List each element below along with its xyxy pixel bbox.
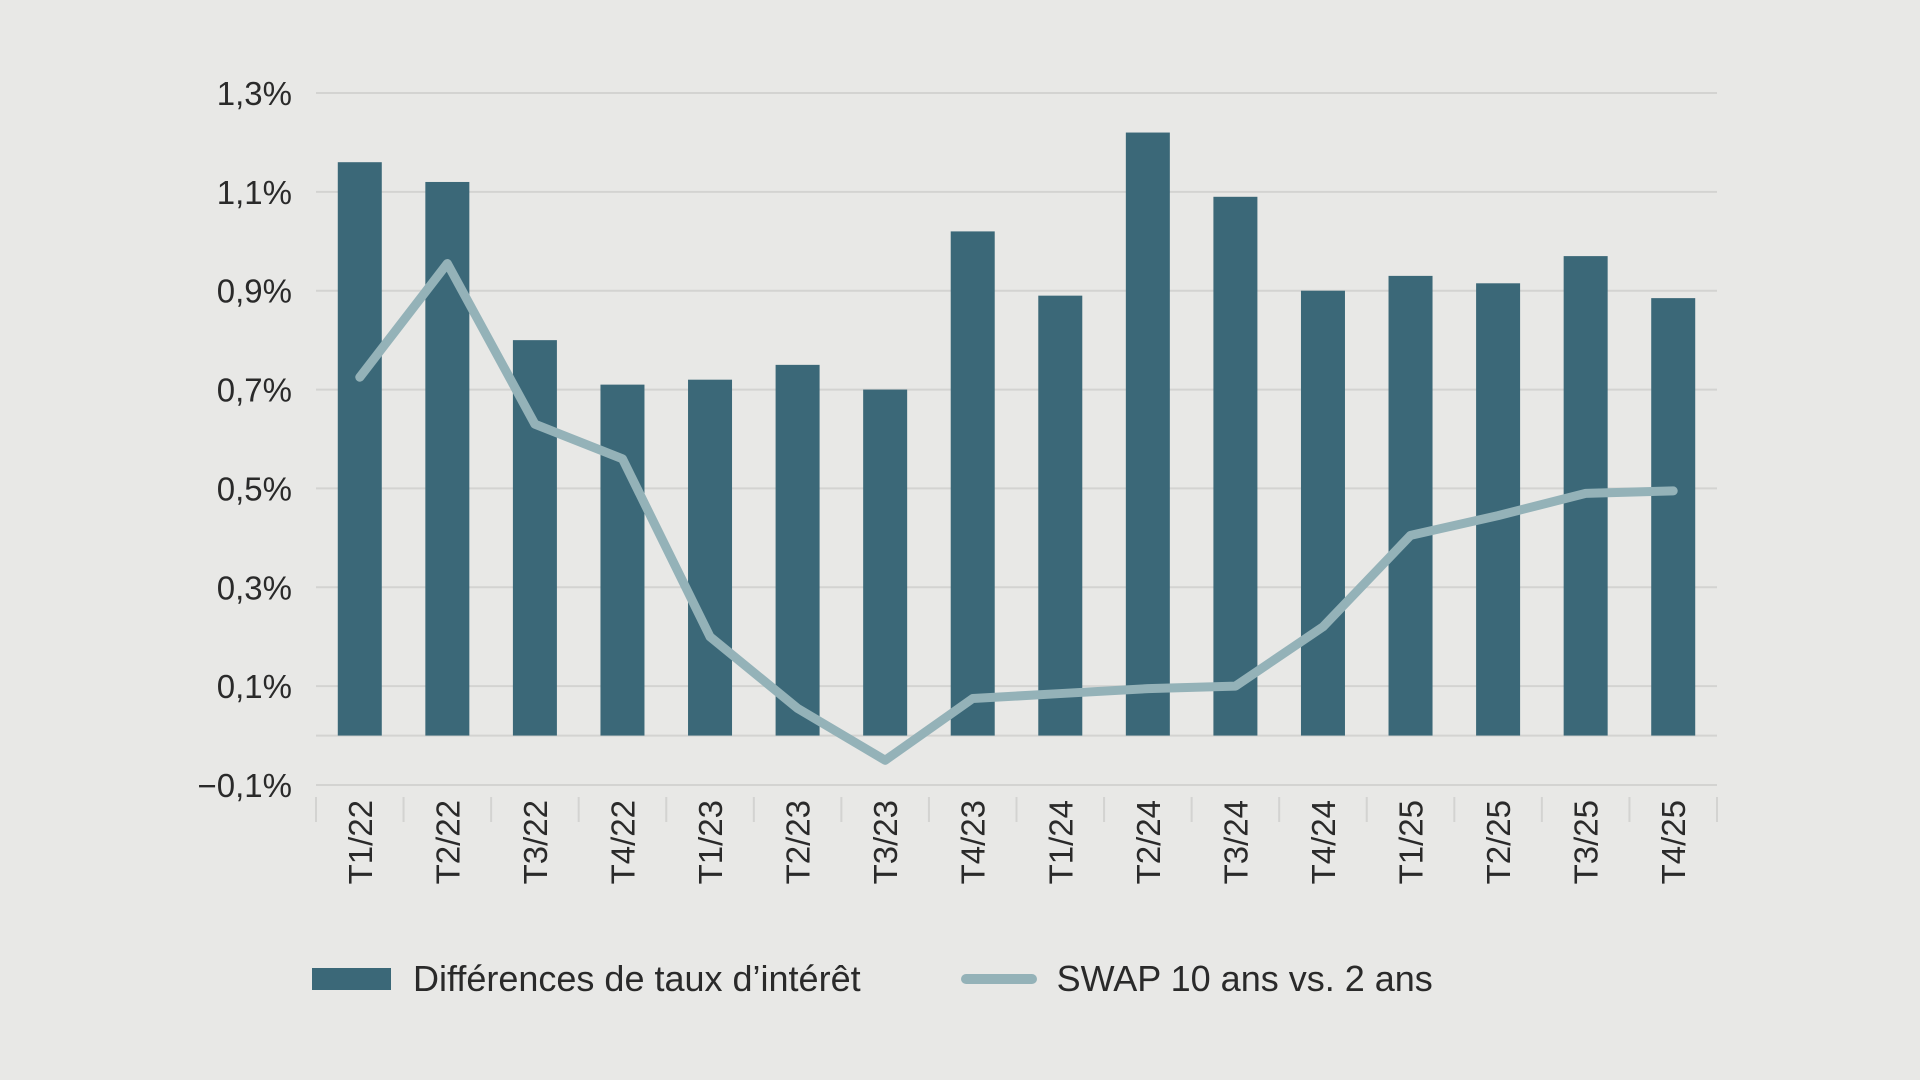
x-tick-label: T3/24 [1217, 800, 1254, 884]
x-tick-label: T2/24 [1130, 800, 1167, 884]
legend-swatch-bar [312, 968, 391, 990]
x-tick-label: T4/22 [604, 800, 641, 884]
legend-label: SWAP 10 ans vs. 2 ans [1056, 958, 1433, 999]
bar [337, 162, 382, 736]
x-tick-label: T1/24 [1042, 800, 1079, 884]
legend: Différences de taux d’intérêt SWAP 10 an… [312, 958, 1533, 1000]
x-tick-label: T1/23 [692, 800, 729, 884]
x-tick-label: T2/22 [429, 800, 466, 884]
y-tick-label: 0,3% [217, 569, 292, 606]
y-tick-label: −0,1% [198, 767, 293, 804]
line-series [355, 259, 1678, 765]
bar [1125, 132, 1170, 736]
y-tick-label: 1,3% [217, 75, 292, 112]
bar [1213, 196, 1258, 736]
x-tick-label: T1/22 [342, 800, 379, 884]
x-tick-label: T4/25 [1655, 800, 1692, 884]
bar [775, 364, 820, 736]
x-tick-label: T3/25 [1568, 800, 1605, 884]
bar [1038, 295, 1083, 736]
x-tick-label: T1/25 [1393, 800, 1430, 884]
y-tick-label: 1,1% [217, 174, 292, 211]
x-tick-label: T4/23 [955, 800, 992, 884]
bar [1388, 275, 1433, 736]
x-tick-label: T2/25 [1480, 800, 1517, 884]
bar [1300, 290, 1345, 736]
x-tick-label: T2/23 [780, 800, 817, 884]
x-tick-label: T3/22 [517, 800, 554, 884]
legend-label: Différences de taux d’intérêt [413, 958, 861, 999]
legend-item-bars: Différences de taux d’intérêt [312, 958, 861, 1000]
y-tick-label: 0,7% [217, 372, 292, 409]
x-tick-label: T4/24 [1305, 800, 1342, 884]
y-tick-label: 0,1% [217, 668, 292, 705]
chart: −0,1% 0,1% 0,3% 0,5% 0,7% 0,9% 1,1% 1,3% T1/22 T2… [198, 75, 1718, 884]
bar [1651, 298, 1696, 736]
bar [425, 181, 470, 736]
bar [600, 384, 645, 736]
y-tick-label: 0,5% [217, 470, 292, 507]
legend-item-line: SWAP 10 ans vs. 2 ans [960, 958, 1433, 1000]
bar [950, 231, 995, 736]
bar [688, 379, 733, 736]
y-tick-label: 0,9% [217, 273, 292, 310]
x-tick-label: T3/23 [867, 800, 904, 884]
legend-swatch-line [960, 974, 1037, 984]
bar [863, 389, 908, 736]
